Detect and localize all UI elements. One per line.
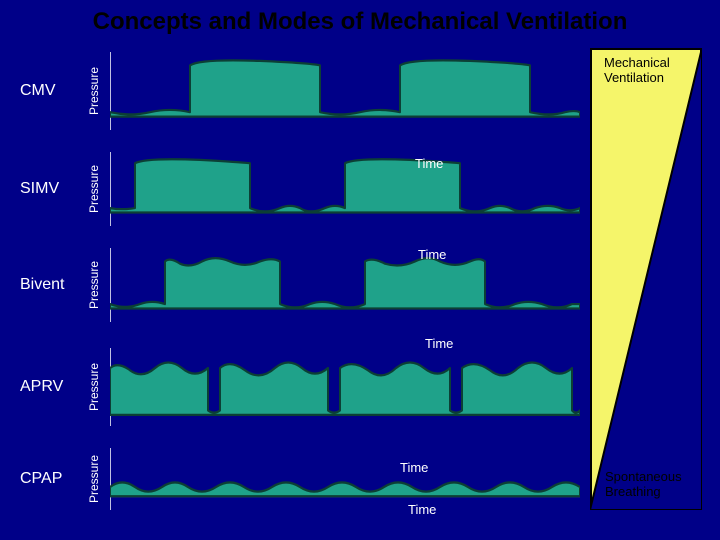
waveform-cpap [110,448,585,510]
row-cpap: CPAPPressure [20,448,585,510]
y-axis-label-cpap: Pressure [87,455,101,503]
y-axis-label-cmv: Pressure [87,67,101,115]
y-axis-cmv: Pressure [90,52,110,130]
row-aprv: APRVPressure [20,348,585,426]
mode-label-cmv: CMV [20,82,90,100]
row-simv: SIMVPressure [20,152,585,226]
time-label-simv: Time [418,247,446,262]
waveform-cmv [110,52,585,130]
y-axis-label-bivent: Pressure [87,261,101,309]
row-bivent: BiventPressure [20,248,585,322]
y-axis-cpap: Pressure [90,448,110,510]
y-axis-simv: Pressure [90,152,110,226]
time-label-aprv: Time [400,460,428,475]
mode-label-simv: SIMV [20,180,90,198]
time-label-cmv: Time [415,156,443,171]
y-axis-aprv: Pressure [90,348,110,426]
page-title: Concepts and Modes of Mechanical Ventila… [0,8,720,36]
spontaneous-breathing-label: SpontaneousBreathing [605,470,682,500]
y-axis-label-simv: Pressure [87,165,101,213]
waveform-bivent [110,248,585,322]
waveform-aprv [110,348,585,426]
row-cmv: CMVPressure [20,52,585,130]
y-axis-bivent: Pressure [90,248,110,322]
mode-label-aprv: APRV [20,378,90,396]
mechanical-ventilation-label: MechanicalVentilation [604,56,670,86]
spectrum-triangle [590,48,702,510]
waveform-simv [110,152,585,226]
time-label-bivent: Time [425,336,453,351]
mode-label-cpap: CPAP [20,470,90,488]
mode-label-bivent: Bivent [20,276,90,294]
y-axis-label-aprv: Pressure [87,363,101,411]
time-label-cpap: Time [408,502,436,517]
